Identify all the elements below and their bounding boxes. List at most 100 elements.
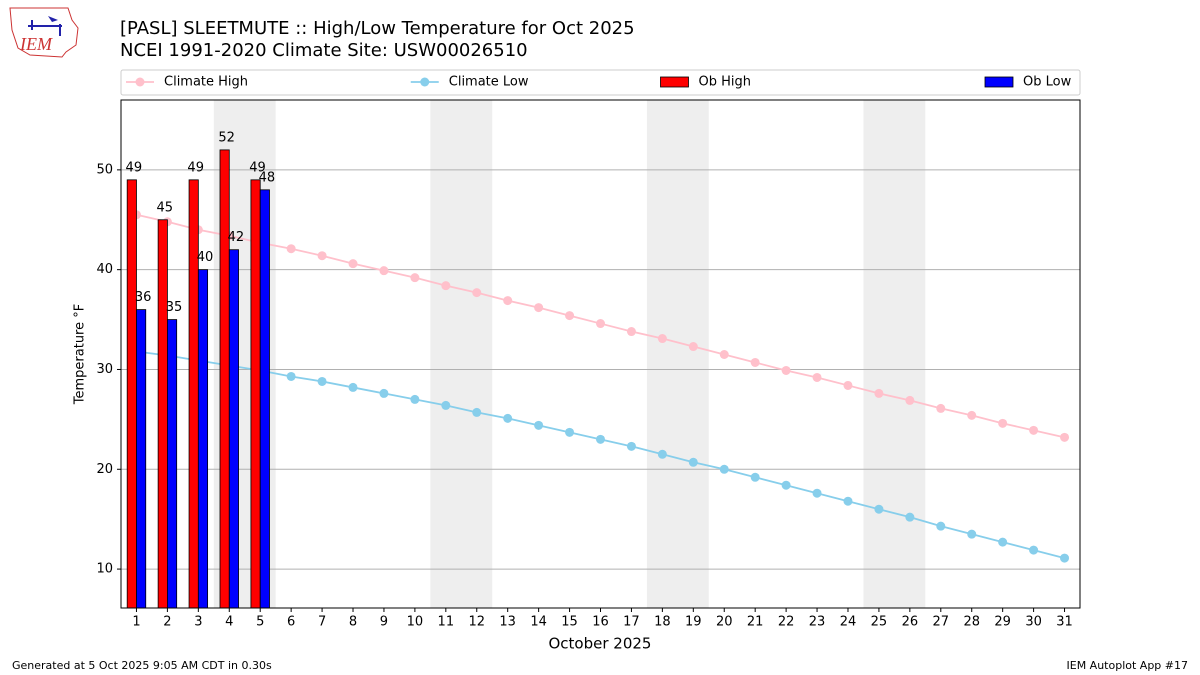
point bbox=[379, 266, 389, 276]
point bbox=[534, 420, 544, 430]
y-tick-label: 30 bbox=[96, 362, 113, 377]
legend-label: Ob High bbox=[699, 75, 752, 90]
x-tick-label: 30 bbox=[1025, 615, 1042, 630]
x-tick-label: 7 bbox=[318, 615, 326, 630]
point bbox=[843, 380, 853, 390]
point bbox=[441, 400, 451, 410]
x-tick-label: 27 bbox=[933, 615, 950, 630]
x-tick-label: 2 bbox=[163, 615, 171, 630]
weekend-shade bbox=[430, 100, 493, 608]
x-tick-label: 3 bbox=[194, 615, 202, 630]
point bbox=[1029, 425, 1039, 435]
point bbox=[998, 537, 1008, 547]
point bbox=[688, 342, 698, 352]
x-tick-label: 17 bbox=[623, 615, 640, 630]
data-label: 49 bbox=[187, 160, 204, 175]
data-label: 49 bbox=[249, 160, 266, 175]
data-label: 35 bbox=[166, 300, 183, 315]
x-tick-label: 26 bbox=[902, 615, 919, 630]
y-axis-label: Temperature °F bbox=[73, 304, 88, 405]
x-axis-label: October 2025 bbox=[549, 635, 652, 653]
data-label: 48 bbox=[259, 170, 276, 185]
point bbox=[379, 388, 389, 398]
legend-swatch bbox=[984, 76, 1014, 88]
x-tick-label: 15 bbox=[561, 615, 578, 630]
data-label: 49 bbox=[126, 160, 143, 175]
x-tick-label: 25 bbox=[871, 615, 888, 630]
x-tick-label: 23 bbox=[809, 615, 826, 630]
bar bbox=[250, 179, 261, 609]
legend-label: Ob Low bbox=[1023, 75, 1072, 90]
point bbox=[317, 251, 327, 261]
x-tick-label: 1 bbox=[132, 615, 140, 630]
point bbox=[812, 372, 822, 382]
x-tick-label: 31 bbox=[1056, 615, 1073, 630]
x-tick-label: 12 bbox=[468, 615, 485, 630]
x-tick-label: 22 bbox=[778, 615, 795, 630]
data-label: 40 bbox=[197, 250, 214, 265]
legend-box bbox=[120, 69, 1081, 96]
point bbox=[874, 388, 884, 398]
point bbox=[317, 376, 327, 386]
x-tick-label: 19 bbox=[685, 615, 702, 630]
point bbox=[626, 327, 636, 337]
point bbox=[688, 457, 698, 467]
x-tick-label: 24 bbox=[840, 615, 857, 630]
weekend-shade bbox=[863, 100, 926, 608]
point bbox=[998, 418, 1008, 428]
x-tick-label: 14 bbox=[530, 615, 547, 630]
point bbox=[719, 464, 729, 474]
bar bbox=[136, 309, 147, 609]
chart-subtitle: NCEI 1991-2020 Climate Site: USW00026510 bbox=[120, 40, 528, 61]
weekend-shade bbox=[646, 100, 709, 608]
x-tick-label: 13 bbox=[499, 615, 516, 630]
bar bbox=[219, 149, 230, 609]
point bbox=[626, 441, 636, 451]
x-tick-label: 11 bbox=[438, 615, 455, 630]
point bbox=[596, 434, 605, 444]
point bbox=[410, 273, 420, 283]
y-tick-label: 50 bbox=[96, 162, 113, 177]
point bbox=[565, 311, 575, 321]
x-tick-label: 16 bbox=[592, 615, 609, 630]
x-tick-label: 21 bbox=[747, 615, 764, 630]
bar bbox=[188, 179, 199, 609]
x-tick-label: 8 bbox=[349, 615, 357, 630]
point bbox=[781, 480, 791, 490]
bar bbox=[197, 269, 209, 609]
footer-right: IEM Autoplot App #17 bbox=[1067, 659, 1189, 672]
bar bbox=[126, 179, 137, 609]
data-label: 52 bbox=[218, 130, 235, 145]
point bbox=[936, 403, 946, 413]
point bbox=[874, 504, 884, 514]
point bbox=[1060, 432, 1070, 442]
legend-label: Climate High bbox=[164, 75, 248, 90]
x-tick-label: 10 bbox=[407, 615, 424, 630]
point bbox=[1029, 545, 1039, 555]
x-tick-label: 9 bbox=[380, 615, 388, 630]
logo: IEM bbox=[9, 7, 79, 58]
point bbox=[750, 357, 760, 367]
point bbox=[657, 449, 667, 459]
plot-frame bbox=[120, 99, 1081, 609]
point bbox=[286, 244, 296, 254]
x-tick-label: 6 bbox=[287, 615, 295, 630]
point bbox=[348, 259, 358, 269]
point bbox=[472, 407, 482, 417]
point bbox=[1060, 553, 1070, 563]
point bbox=[781, 365, 791, 375]
legend-marker bbox=[135, 77, 145, 87]
footer-left: Generated at 5 Oct 2025 9:05 AM CDT in 0… bbox=[12, 659, 272, 672]
y-tick-label: 40 bbox=[96, 262, 113, 277]
point bbox=[967, 410, 977, 420]
x-tick-label: 4 bbox=[225, 615, 233, 630]
legend-label: Climate Low bbox=[449, 75, 529, 90]
chart-title: [PASL] SLEETMUTE :: High/Low Temperature… bbox=[120, 18, 635, 39]
logo-text: IEM bbox=[19, 34, 53, 54]
point bbox=[936, 521, 946, 531]
data-label: 36 bbox=[135, 290, 152, 305]
point bbox=[503, 296, 513, 306]
x-tick-label: 20 bbox=[716, 615, 733, 630]
point bbox=[657, 334, 667, 344]
